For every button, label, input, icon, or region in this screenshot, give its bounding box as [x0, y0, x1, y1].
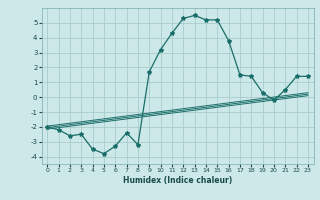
X-axis label: Humidex (Indice chaleur): Humidex (Indice chaleur) [123, 176, 232, 185]
